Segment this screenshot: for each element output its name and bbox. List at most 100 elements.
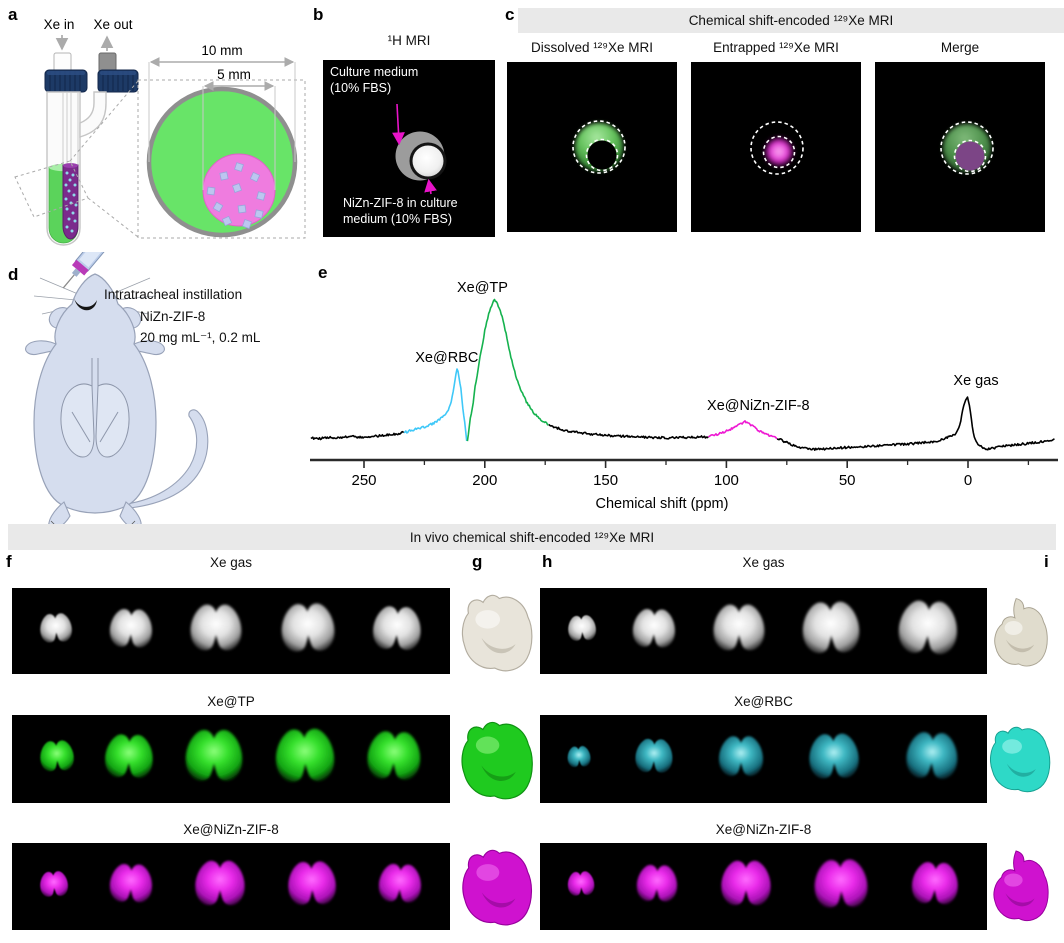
x-axis-title: Chemical shift (ppm) bbox=[596, 496, 729, 512]
outer-roi-circle bbox=[572, 120, 626, 174]
panel-h-label: h bbox=[542, 552, 553, 571]
lung-slice bbox=[38, 612, 74, 650]
lung-slice bbox=[909, 860, 961, 913]
panel-b-title: ¹H MRI bbox=[387, 33, 431, 48]
agent-label: NiZn-ZIF-8 bbox=[140, 309, 206, 324]
lung-slice bbox=[811, 857, 871, 917]
x-axis-tick-label: 200 bbox=[472, 472, 497, 489]
entrapped-xe-mri-image bbox=[691, 62, 861, 232]
outer-roi-circle bbox=[940, 121, 994, 175]
i-3d-render-gray bbox=[984, 585, 1056, 680]
arrow-to-medium-icon bbox=[392, 103, 405, 146]
nmr-spectrum-chart: 250 200 150 100 50 0 Chemical shift (ppm) Xe@RB… bbox=[310, 280, 1058, 512]
xe-in-label: Xe in bbox=[44, 17, 75, 32]
lung-slice bbox=[285, 859, 339, 914]
panel-c-header: Chemical shift-encoded ¹²⁹Xe MRI bbox=[518, 8, 1064, 33]
dissolved-xe-mri-image bbox=[507, 62, 677, 232]
lung-slice bbox=[634, 863, 680, 910]
x-axis-tick-label: 250 bbox=[351, 472, 376, 489]
mouse-whiskers bbox=[33, 277, 157, 315]
panel-i-label: i bbox=[1044, 552, 1049, 571]
h1-mri-image: Culture medium (10% FBS) NiZn-ZIF-8 in c… bbox=[323, 60, 495, 237]
spectrum-trace bbox=[466, 298, 549, 442]
spectrum-trace bbox=[548, 423, 709, 440]
phantom-inner-tube bbox=[412, 145, 444, 177]
lung-slice bbox=[182, 727, 246, 791]
syringe-icon bbox=[62, 252, 111, 289]
f-xe-tp-slices bbox=[12, 715, 450, 803]
zoom-guides bbox=[14, 79, 306, 239]
procedure-label: Intratracheal instillation bbox=[104, 287, 243, 302]
lung-slice bbox=[278, 601, 338, 661]
peak-label: Xe@TP bbox=[457, 280, 508, 296]
h-xe-zif8-slices bbox=[540, 843, 987, 930]
dose-label: 20 mg mL⁻¹, 0.2 mL bbox=[140, 330, 261, 345]
panel-e-label: e bbox=[318, 263, 328, 282]
inner-diameter-label: 5 mm bbox=[217, 67, 251, 82]
lung-slice bbox=[566, 614, 598, 648]
outer-roi-circle bbox=[750, 121, 804, 175]
lung-slice bbox=[806, 731, 862, 788]
panel-f-label: f bbox=[6, 552, 12, 571]
panel-d-label: d bbox=[8, 265, 19, 284]
in-vivo-header: In vivo chemical shift-encoded ¹²⁹Xe MRI bbox=[8, 524, 1056, 550]
h-xe-rbc-slices bbox=[540, 715, 987, 803]
lung-slice bbox=[633, 737, 675, 781]
panel-g-label: g bbox=[472, 552, 483, 571]
lung-slice bbox=[630, 607, 678, 656]
panel-b-label: b bbox=[313, 5, 324, 24]
spectrum-trace bbox=[403, 368, 468, 441]
h1-mri-graphics bbox=[392, 103, 447, 195]
lung-slice bbox=[903, 730, 961, 788]
f-row2-title: Xe@TP bbox=[207, 694, 255, 709]
x-axis-tick-label: 100 bbox=[714, 472, 739, 489]
culture-medium-annotation: Culture medium (10% FBS) bbox=[330, 65, 419, 95]
arrow-to-zif8-icon bbox=[424, 178, 437, 195]
column-title-dissolved: Dissolved ¹²⁹Xe MRI bbox=[530, 40, 654, 55]
lung-slice bbox=[107, 607, 155, 656]
inner-tube bbox=[62, 92, 79, 167]
zif8-annotation: NiZn-ZIF-8 in culture medium (10% FBS) bbox=[343, 196, 458, 226]
g-3d-render-gray bbox=[451, 589, 543, 676]
column-title-merge: Merge bbox=[940, 40, 980, 55]
tube-caps bbox=[44, 69, 139, 93]
panel-a-label: a bbox=[8, 5, 18, 24]
lung-slice bbox=[710, 602, 768, 660]
mouse-lungs-outline bbox=[60, 358, 130, 458]
inner-roi-circle bbox=[953, 139, 987, 173]
h-row3-title: Xe@NiZn-ZIF-8 bbox=[715, 822, 812, 837]
lung-slice bbox=[272, 726, 338, 792]
spectrum-trace bbox=[776, 396, 1055, 451]
spectrum-trace bbox=[310, 430, 405, 441]
g-3d-render-magenta bbox=[451, 844, 543, 930]
lung-slice bbox=[376, 862, 424, 911]
lung-slice bbox=[38, 739, 76, 779]
x-axis-tick-label: 50 bbox=[839, 472, 856, 489]
g-3d-render-green bbox=[451, 716, 543, 803]
x-axis-tick-label: 150 bbox=[593, 472, 618, 489]
measure-guides bbox=[148, 62, 296, 190]
column-title-entrapped: Entrapped ¹²⁹Xe MRI bbox=[713, 40, 839, 55]
spectrum-trace bbox=[708, 420, 778, 440]
lung-slice bbox=[370, 604, 424, 659]
inner-roi-circle bbox=[762, 135, 796, 169]
inner-roi-circle bbox=[585, 138, 619, 172]
lung-slice bbox=[192, 858, 248, 915]
lung-slice bbox=[566, 744, 592, 774]
lung-slice bbox=[895, 598, 961, 664]
particle-dots bbox=[64, 171, 78, 233]
h-row1-title: Xe gas bbox=[742, 555, 785, 570]
tube-apparatus-diagram: Xe in Xe out bbox=[14, 17, 306, 246]
f-row3-title: Xe@NiZn-ZIF-8 bbox=[183, 822, 279, 837]
peak-label: Xe gas bbox=[953, 373, 998, 389]
lung-slice bbox=[718, 858, 774, 915]
mouse-body bbox=[33, 273, 157, 514]
lung-slice bbox=[566, 870, 596, 903]
lung-slice bbox=[364, 729, 424, 789]
i-3d-render-magenta bbox=[984, 841, 1056, 931]
lung-slice bbox=[799, 599, 863, 663]
peak-label: Xe@RBC bbox=[415, 350, 478, 366]
lung-slice bbox=[107, 862, 155, 911]
lung-slice bbox=[716, 734, 766, 785]
